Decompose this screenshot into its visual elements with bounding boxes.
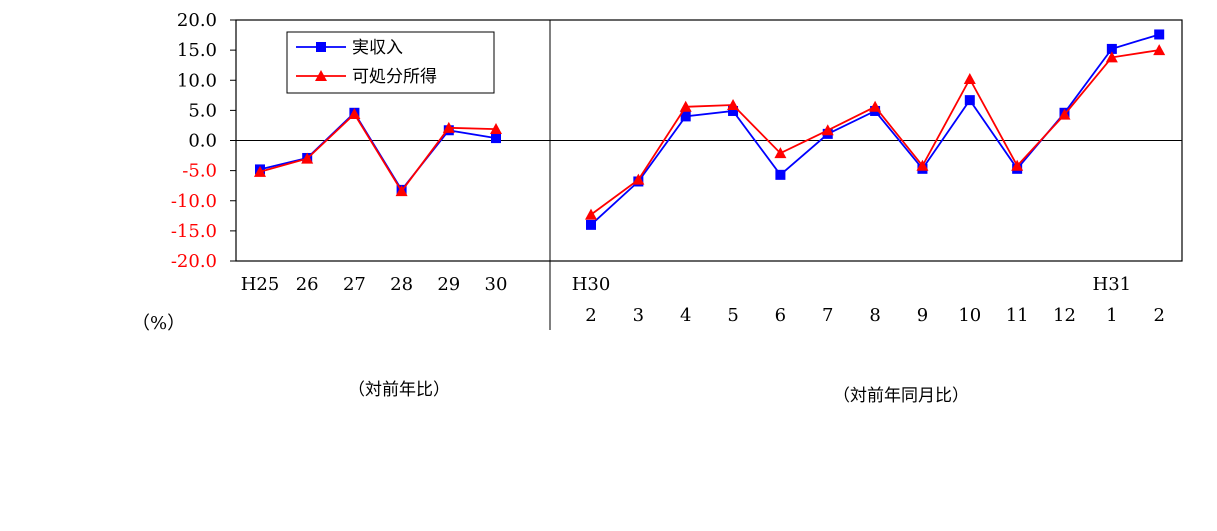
disposable-point	[348, 107, 361, 119]
legend-disposable-triangle-icon	[315, 70, 327, 81]
y-unit-label: （%）	[132, 313, 185, 334]
y-tick-label: 15.0	[177, 40, 217, 61]
y-tick-label: -15.0	[171, 221, 217, 242]
x-tick-label: 11	[1006, 305, 1029, 326]
income-point	[1154, 29, 1165, 40]
disposable-point	[963, 73, 976, 85]
disposable-line-panel-1	[590, 49, 1160, 216]
disposable-point	[1153, 44, 1166, 56]
disposable-point	[821, 124, 834, 136]
x-tick-label: 30	[485, 274, 508, 295]
disposable-point	[1011, 159, 1024, 171]
y-tick-label: -10.0	[171, 191, 217, 212]
x-tick-label: 29	[437, 274, 460, 295]
x-tick-label: 28	[390, 274, 413, 295]
legend-disposable-label: 可処分所得	[352, 67, 437, 87]
disposable-point	[1105, 51, 1118, 63]
y-tick-label: 10.0	[177, 70, 217, 91]
y-axis-ticks: 20.0 15.0 10.0 5.0 0.0 -5.0 -10.0 -15.0 -20.0	[171, 10, 236, 272]
disposable-point	[916, 159, 929, 171]
legend: 実収入 可処分所得	[286, 31, 495, 94]
x-tick-label: 1	[1106, 305, 1117, 326]
disposable-point	[869, 100, 882, 112]
income-point	[964, 95, 975, 106]
x-tick-label: 8	[869, 305, 880, 326]
disposable-point	[301, 152, 314, 164]
x-tick-label: 10	[958, 305, 981, 326]
x-tick-label: 7	[822, 305, 833, 326]
x-tick-label: 5	[727, 305, 738, 326]
disposable-point	[395, 185, 408, 197]
disposable-point	[632, 173, 645, 185]
x-tick-label: 6	[775, 305, 786, 326]
income-point	[1106, 43, 1117, 54]
y-tick-label: -5.0	[182, 161, 217, 182]
income-line-panel-1	[590, 33, 1160, 226]
year-label: H31	[1093, 274, 1132, 295]
disposable-point	[1058, 108, 1071, 120]
legend-income-label: 実収入	[352, 38, 403, 58]
annual-caption: （対前年比）	[348, 380, 450, 400]
series-layer	[254, 29, 1166, 230]
y-tick-label: 5.0	[188, 100, 217, 121]
monthly-caption: （対前年同月比）	[833, 386, 969, 406]
disposable-line-panel-0	[259, 112, 497, 193]
year-label: H30	[572, 274, 611, 295]
disposable-point	[254, 165, 266, 177]
income-point	[680, 111, 691, 122]
income-point	[491, 133, 501, 144]
disposable-point	[442, 121, 455, 133]
y-tick-label: -20.0	[171, 251, 217, 272]
x-tick-label: 26	[296, 274, 319, 295]
y-tick-label: 20.0	[177, 10, 217, 31]
x-tick-label: 2	[585, 305, 596, 326]
disposable-point	[585, 208, 597, 220]
income-point	[586, 219, 596, 230]
x-tick-label: H25	[241, 274, 280, 295]
disposable-point	[727, 98, 740, 110]
income-point	[728, 105, 739, 116]
x-tick-label: 3	[633, 305, 644, 326]
y-tick-label: 0.0	[188, 131, 217, 152]
legend-income-square-icon	[316, 42, 326, 52]
income-point	[775, 169, 786, 180]
x-tick-label: 2	[1153, 305, 1164, 326]
x-tick-label: 9	[917, 305, 928, 326]
disposable-point	[679, 100, 692, 112]
x-tick-label: 27	[343, 274, 366, 295]
x-tick-label: 12	[1053, 305, 1076, 326]
disposable-point	[774, 147, 787, 159]
x-tick-label: 4	[680, 305, 691, 326]
disposable-point	[490, 123, 502, 135]
